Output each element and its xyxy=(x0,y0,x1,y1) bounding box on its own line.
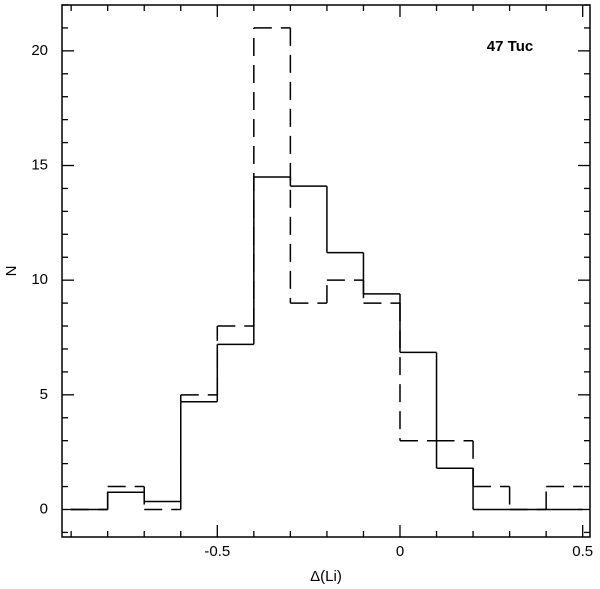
y-tick-label: 0 xyxy=(40,500,48,517)
x-tick-label: -0.5 xyxy=(204,543,230,560)
plot-frame xyxy=(61,4,591,538)
x-tick-label: 0.5 xyxy=(572,543,593,560)
y-tick-label: 15 xyxy=(31,156,48,173)
annotation: 47 Tuc xyxy=(487,38,533,55)
x-tick-label: 0 xyxy=(396,543,404,560)
y-tick-label: 20 xyxy=(31,42,48,59)
y-tick-label: 10 xyxy=(31,271,48,288)
x-axis-label: Δ(Li) xyxy=(310,568,342,585)
y-axis-label: N xyxy=(3,266,20,277)
y-tick-label: 5 xyxy=(40,386,48,403)
